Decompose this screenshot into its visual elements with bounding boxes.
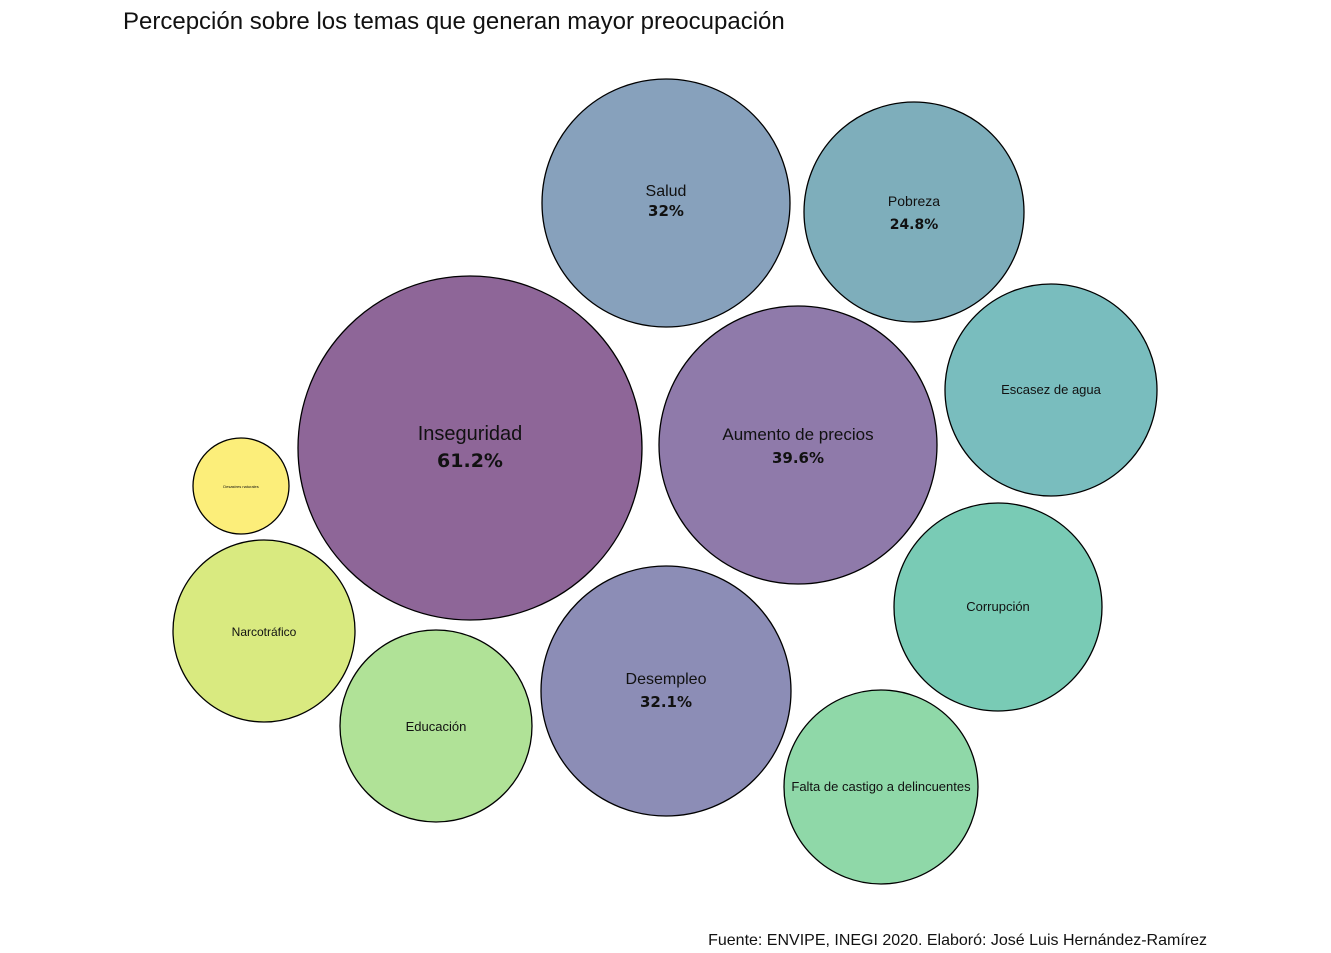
bubble-value-pobreza: 24.8%: [890, 217, 939, 233]
bubble-desastres-naturales: Desastres naturales: [192, 437, 290, 535]
bubble-label-corrupcion: Corrupción: [966, 599, 1030, 614]
bubble-circle-inseguridad: [297, 275, 643, 621]
bubble-desempleo: Desempleo 32.1%: [540, 565, 792, 817]
bubble-circle-corrupcion: [893, 502, 1103, 712]
bubble-inseguridad: Inseguridad 61.2%: [297, 275, 643, 621]
bubble-circle-escasez-de-agua: [944, 283, 1158, 497]
bubble-label-falta-de-castigo-a-delincuentes: Falta de castigo a delincuentes: [791, 779, 971, 794]
bubble-label-salud: Salud: [646, 183, 687, 200]
bubble-label-desempleo: Desempleo: [626, 671, 707, 688]
bubble-circle-narcotrafico: [172, 539, 356, 723]
bubble-label-escasez-de-agua: Escasez de agua: [1001, 382, 1102, 397]
bubble-falta-de-castigo-a-delincuentes: Falta de castigo a delincuentes: [783, 689, 979, 885]
bubble-label-desastres-naturales: Desastres naturales: [223, 484, 259, 489]
bubble-value-desempleo: 32.1%: [640, 693, 692, 711]
bubble-value-aumento-de-precios: 39.6%: [772, 449, 824, 467]
bubble-narcotrafico: Narcotráfico: [172, 539, 356, 723]
bubble-educacion: Educación: [339, 629, 533, 823]
bubble-pobreza: Pobreza 24.8%: [803, 101, 1025, 323]
bubble-label-pobreza: Pobreza: [888, 193, 940, 209]
bubble-value-inseguridad: 61.2%: [437, 450, 503, 472]
bubble-escasez-de-agua: Escasez de agua: [944, 283, 1158, 497]
bubble-corrupcion: Corrupción: [893, 502, 1103, 712]
bubble-aumento-de-precios: Aumento de precios 39.6%: [658, 305, 938, 585]
bubble-circle-falta-de-castigo-a-delincuentes: [783, 689, 979, 885]
bubble-circle-educacion: [339, 629, 533, 823]
bubble-salud: Salud 32%: [541, 78, 791, 328]
bubble-circle-pobreza: [803, 101, 1025, 323]
chart-title: Percepción sobre los temas que generan m…: [123, 8, 785, 35]
bubble-label-inseguridad: Inseguridad: [418, 423, 523, 445]
bubble-circle-salud: [541, 78, 791, 328]
bubble-label-narcotrafico: Narcotráfico: [232, 625, 297, 639]
source-caption: Fuente: ENVIPE, INEGI 2020. Elaboró: Jos…: [708, 932, 1207, 949]
bubble-label-aumento-de-precios: Aumento de precios: [722, 425, 873, 444]
bubble-value-salud: 32%: [648, 202, 684, 220]
bubble-circle-desastres-naturales: [192, 437, 290, 535]
bubble-circle-desempleo: [540, 565, 792, 817]
bubble-circle-aumento-de-precios: [658, 305, 938, 585]
bubble-label-educacion: Educación: [406, 719, 467, 734]
